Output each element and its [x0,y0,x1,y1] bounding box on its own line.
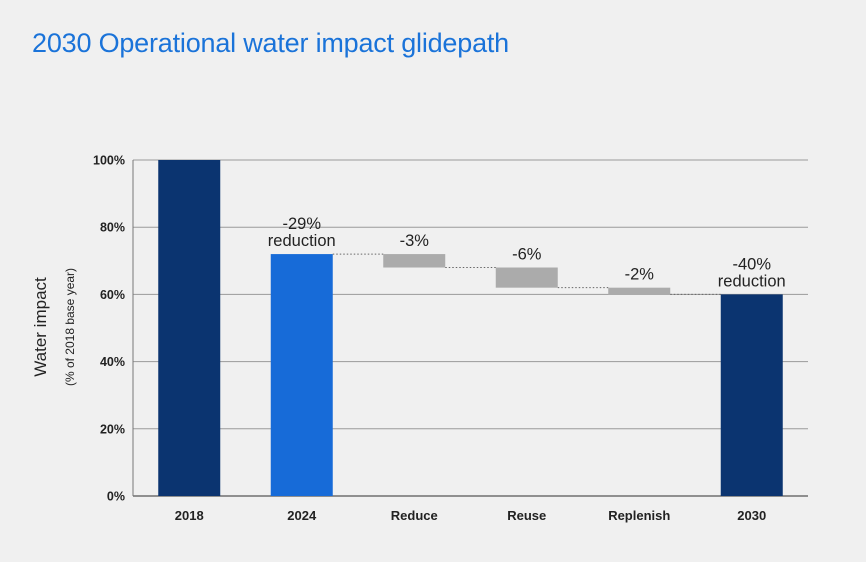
y-tick-label: 100% [93,154,125,168]
bar-annotation: -40% [732,255,771,273]
bar-annotation: reduction [718,272,786,290]
chart-title: 2030 Operational water impact glidepath [32,28,510,58]
bar-2018 [158,160,221,496]
y-tick-label: 0% [107,490,125,504]
y-axis-title: Water impact [31,277,50,377]
grid-lines [132,159,808,497]
y-tick-labels: 0% 20% 40% 60% 80% 100% [93,154,125,504]
y-tick-label: 40% [100,355,125,369]
x-category-label: 2024 [287,508,317,523]
x-category-label: 2030 [737,508,766,523]
y-axis-label: Water impact (% of 2018 base year) [31,268,77,386]
y-axis-subtitle: (% of 2018 base year) [63,268,77,386]
x-category-label: Reuse [507,508,546,523]
bar-reuse [495,267,558,288]
connector-lines [332,253,721,295]
y-tick-label: 80% [100,221,125,235]
bar-annotation: -2% [625,266,655,284]
bar-annotation: -29% [282,215,321,233]
bar-annotations: -29%reduction -3%-6%-2%-40%reduction [268,215,786,290]
bar-reduce [383,254,446,268]
y-tick-label: 60% [100,288,125,302]
y-tick-label: 20% [100,422,125,436]
x-category-label: Replenish [608,508,670,523]
bar-annotation: -3% [400,232,430,250]
bars [158,160,783,496]
bar-2030 [720,294,783,496]
x-category-labels: 2018 2024 Reduce Reuse Replenish 2030 [175,508,766,523]
bar-annotation: -6% [512,246,542,264]
bar-replenish [608,287,671,295]
x-category-label: 2018 [175,508,204,523]
bar-2024 [270,254,333,496]
x-category-label: Reduce [391,508,438,523]
bar-annotation: reduction [268,232,336,250]
